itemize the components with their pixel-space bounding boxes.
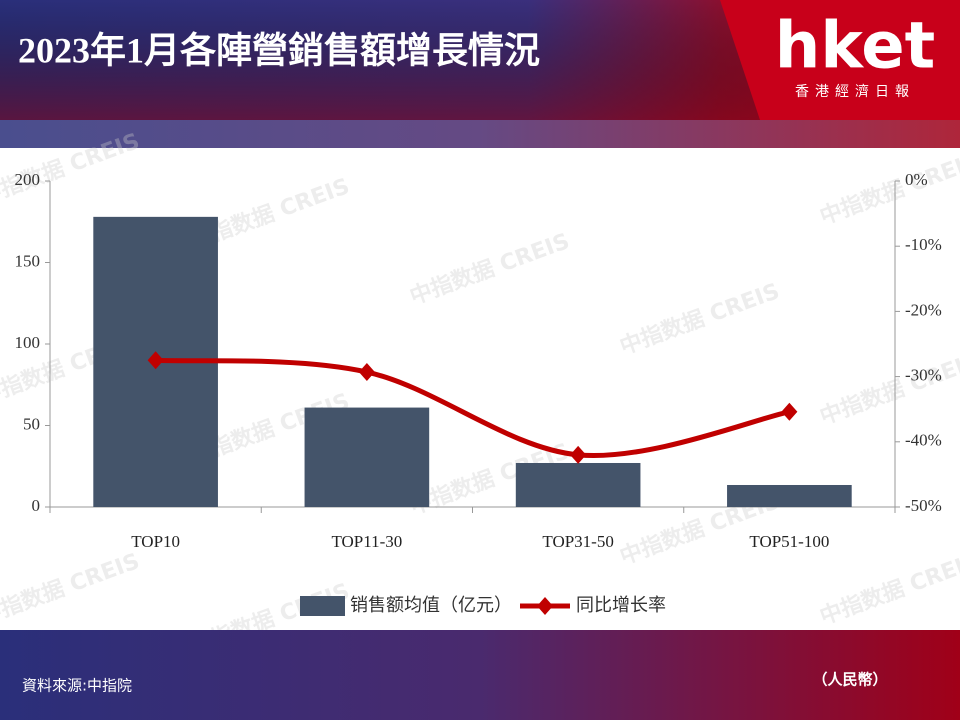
y2-tick-label: 0%	[905, 170, 928, 189]
legend-label: 同比增长率	[576, 595, 666, 616]
footer-source: 資料來源:中指院	[22, 677, 132, 695]
footer-band	[0, 630, 960, 720]
bar	[515, 462, 641, 507]
x-tick-label: TOP11-30	[331, 532, 402, 551]
y-tick-label: 50	[23, 414, 40, 433]
marker	[147, 351, 164, 370]
marker	[781, 402, 798, 421]
logo-subtitle: 香港經濟日報	[795, 84, 915, 100]
logo: hket	[775, 10, 935, 84]
y2-tick-label: -10%	[905, 235, 942, 254]
header-title: 2023年1月各陣營銷售額增長情況	[18, 29, 540, 70]
sub-band	[0, 120, 960, 148]
legend-marker	[537, 597, 553, 615]
logo-panel	[720, 0, 960, 120]
x-tick-label: TOP10	[131, 532, 180, 551]
y-tick-label: 0	[32, 496, 41, 515]
x-tick-label: TOP51-100	[749, 532, 829, 551]
legend-swatch	[300, 596, 345, 616]
line	[155, 357, 790, 459]
y2-tick-label: -50%	[905, 496, 942, 515]
y-tick-label: 200	[15, 170, 41, 189]
marker	[570, 445, 587, 464]
marker	[358, 363, 375, 382]
y2-tick-label: -20%	[905, 300, 942, 319]
y-tick-label: 100	[15, 333, 41, 352]
y2-tick-label: -30%	[905, 366, 942, 385]
footer-unit: （人民幣）	[812, 671, 887, 689]
bar	[727, 484, 852, 507]
y-tick-label: 150	[15, 251, 41, 270]
bar	[304, 407, 430, 507]
x-tick-label: TOP31-50	[542, 532, 613, 551]
legend-label: 销售额均值（亿元）	[350, 595, 512, 616]
y2-tick-label: -40%	[905, 431, 942, 450]
